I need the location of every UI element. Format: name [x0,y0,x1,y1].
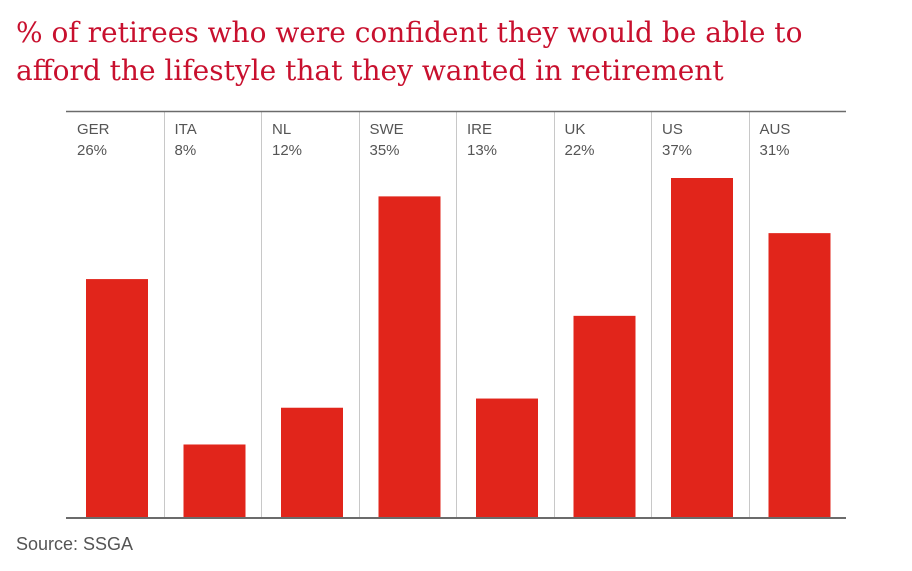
value-label: 22% [565,142,595,159]
bar-aus [768,233,831,518]
category-label: SWE [370,121,404,138]
bar-swe [378,196,441,519]
bar-ger [86,279,148,518]
value-label: 31% [760,142,790,159]
source-note: Source: SSGA [16,534,134,554]
value-label: 26% [77,142,107,159]
value-label: 37% [662,142,692,159]
bar-ita [183,444,246,518]
bar-uk [573,315,636,518]
category-label: US [662,121,683,138]
value-label: 13% [467,142,497,159]
chart-title: % of retirees who were confident they wo… [16,16,803,87]
value-label: 35% [370,142,400,159]
bar-ire [476,398,538,518]
category-label: AUS [760,121,791,138]
category-label: IRE [467,121,492,138]
bar-us [671,178,733,518]
category-label: NL [272,121,291,138]
value-label: 12% [272,142,302,159]
bar-nl [281,407,343,518]
category-label: ITA [175,121,197,138]
value-label: 8% [175,142,197,159]
category-label: GER [77,121,110,138]
category-label: UK [565,121,586,138]
